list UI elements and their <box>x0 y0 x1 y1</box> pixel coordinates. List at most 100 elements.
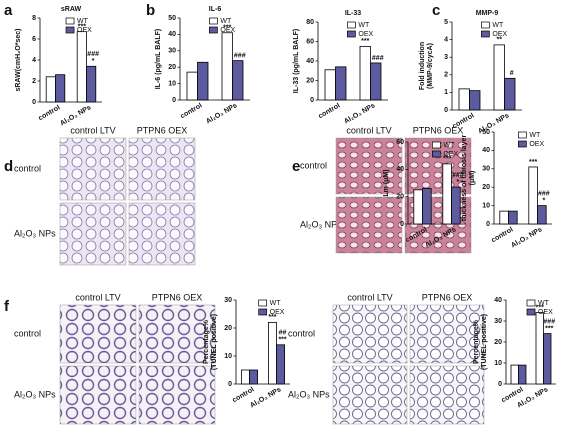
bar <box>86 65 97 103</box>
bar <box>442 163 452 225</box>
legend-swatch <box>481 21 490 29</box>
y-tick-label: 30 <box>482 166 490 173</box>
image-column-caption: PTPN6 OEX <box>152 292 203 302</box>
legend-label: OEX <box>220 27 235 34</box>
image-column-caption: control LTV <box>347 292 392 302</box>
y-tick-label: 20 <box>494 339 502 346</box>
image-row-label: Al₂O₃ NPs <box>14 389 56 399</box>
image-column-caption: PTPN6 OEX <box>137 125 188 135</box>
chart-title: IL-6 <box>209 6 222 13</box>
legend-label: WT <box>220 18 232 25</box>
legend-label: OEX <box>77 27 92 34</box>
legend-label: WT <box>270 300 282 307</box>
panel-letter: b <box>146 2 155 19</box>
bar <box>221 32 233 101</box>
micrograph <box>128 137 196 201</box>
y-axis-label: (TUNEL positive) <box>481 314 488 370</box>
significance-mark: * <box>542 197 545 204</box>
y-axis-label: Lm (μM) <box>383 169 390 196</box>
y-tick-label: 40 <box>168 31 176 38</box>
image-row-label: Al₂O₃ NPs <box>288 389 330 399</box>
significance-mark: ### <box>234 52 246 59</box>
bar <box>518 364 527 385</box>
bar <box>55 74 66 103</box>
image-row-label: control <box>14 328 41 338</box>
x-tick-label: control <box>317 102 341 120</box>
legend-swatch <box>258 299 268 307</box>
image-column-caption: control LTV <box>346 125 391 135</box>
bar <box>504 77 516 111</box>
y-axis-label: (μM) <box>469 171 476 186</box>
panel-letter: e <box>292 158 300 175</box>
micrograph <box>409 304 485 364</box>
y-tick-label: 60 <box>306 38 314 45</box>
y-tick-label: 8 <box>32 15 36 22</box>
y-axis-label: Percentage% <box>473 319 480 364</box>
micrograph <box>332 304 408 364</box>
legend-label: WT <box>77 18 89 25</box>
y-tick-label: 50 <box>482 129 490 136</box>
bar <box>232 60 244 101</box>
bar <box>413 189 423 225</box>
y-axis-label: thickness of fibrosis layer <box>461 135 468 222</box>
y-tick-label: 40 <box>482 147 490 154</box>
significance-mark: *** <box>529 159 537 166</box>
chart-title: sRAW <box>61 6 82 13</box>
legend-swatch <box>526 299 536 307</box>
bar <box>249 369 259 385</box>
panel-letter: c <box>432 2 440 19</box>
image-row-label: control <box>288 328 315 338</box>
micrograph <box>59 137 127 201</box>
bar <box>458 88 470 111</box>
y-axis-label: (TUNEL positive) <box>211 314 218 370</box>
bar <box>543 333 552 385</box>
legend-label: WT <box>529 132 541 139</box>
y-tick-label: 20 <box>224 325 232 332</box>
significance-mark: ### <box>538 190 550 197</box>
y-tick-label: 40 <box>494 297 502 304</box>
legend-swatch <box>258 308 268 316</box>
y-tick-label: 0 <box>228 381 232 388</box>
panel-letter: a <box>4 2 13 19</box>
chart-title: IL-33 <box>345 10 361 17</box>
significance-mark: ### <box>372 55 384 62</box>
legend-label: OEX <box>529 141 544 148</box>
y-tick-label: 20 <box>168 64 176 71</box>
x-tick-label: control <box>490 226 514 244</box>
micrograph <box>335 137 403 195</box>
legend-swatch <box>432 150 441 158</box>
y-tick-label: 10 <box>168 80 176 87</box>
y-tick-label: 2 <box>32 78 36 85</box>
y-tick-label: 30 <box>224 297 232 304</box>
bar <box>276 344 286 385</box>
significance-mark: *** <box>278 337 286 344</box>
bar <box>240 369 250 385</box>
legend-label: OEX <box>443 151 458 158</box>
y-tick-label: 10 <box>482 202 490 209</box>
significance-mark: ### <box>87 51 99 58</box>
bar <box>422 188 432 225</box>
x-tick-label: Al₂O₃ NPs <box>249 386 282 409</box>
significance-mark: *** <box>361 38 369 45</box>
y-tick-label: 10 <box>494 360 502 367</box>
y-tick-label: 40 <box>396 166 404 173</box>
y-tick-label: 20 <box>396 194 404 201</box>
legend-swatch <box>518 140 527 148</box>
bar <box>324 69 336 101</box>
y-axis-label: Percentage% <box>203 319 210 364</box>
legend-swatch <box>432 141 441 149</box>
y-tick-label: 0 <box>32 99 36 106</box>
y-tick-label: 0 <box>310 97 314 104</box>
y-axis-label: IL-33 (pg/mL BALF) <box>293 29 300 93</box>
legend-label: WT <box>358 22 370 29</box>
significance-mark: *** <box>268 314 276 321</box>
image-column-caption: PTPN6 OEX <box>422 292 473 302</box>
micrograph <box>59 365 137 425</box>
bar <box>76 31 87 103</box>
legend-label: OEX <box>358 31 373 38</box>
micrograph <box>138 304 216 364</box>
micrograph <box>128 202 196 266</box>
y-tick-label: 20 <box>482 184 490 191</box>
legend-label: OEX <box>538 309 553 316</box>
